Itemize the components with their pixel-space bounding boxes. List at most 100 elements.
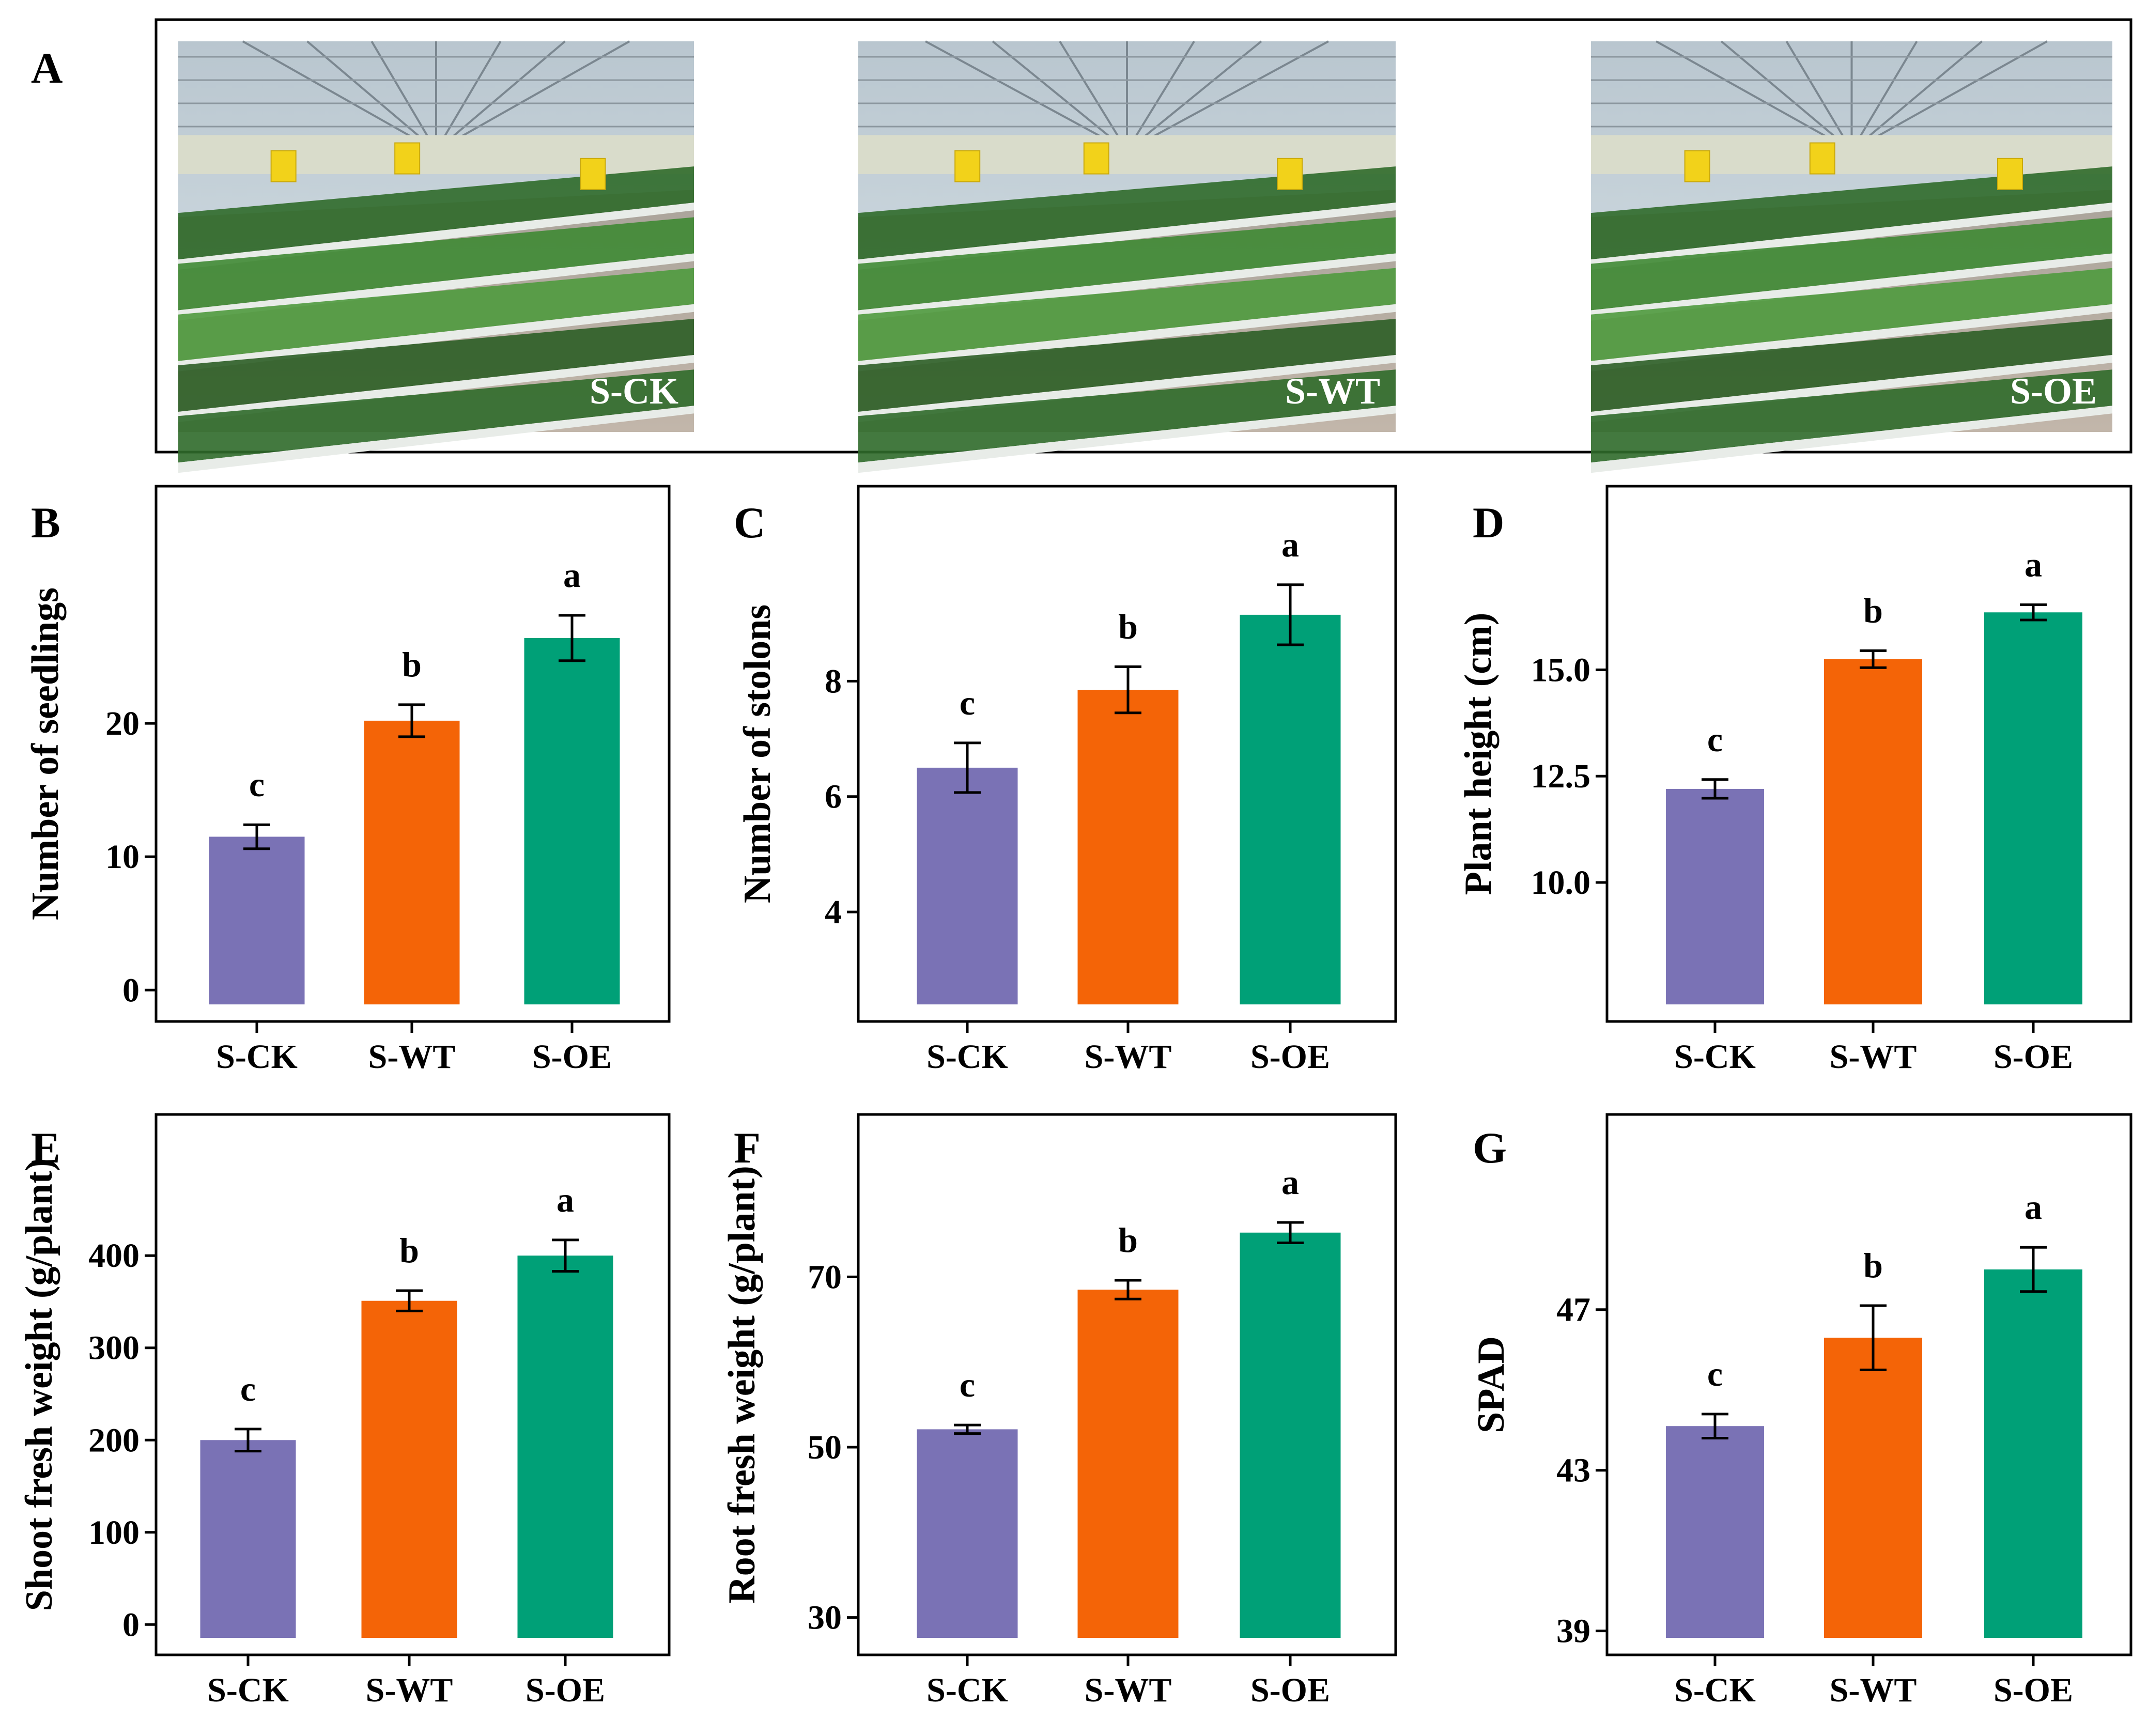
x-tick-label: S-CK (1674, 1671, 1756, 1709)
significance-letter: b (1863, 1246, 1883, 1285)
panel-letter: F (734, 1124, 761, 1172)
x-tick-label: S-OE (1994, 1038, 2073, 1076)
y-axis-title: Shoot fresh weight (g/plant) (18, 1158, 60, 1611)
bar (1666, 1426, 1764, 1638)
y-tick-label: 30 (808, 1599, 842, 1637)
significance-letter: b (399, 1231, 419, 1270)
y-tick-label: 4 (825, 893, 842, 931)
x-tick-label: S-CK (216, 1038, 298, 1076)
panel-letter: G (1473, 1124, 1507, 1172)
bar (917, 767, 1018, 1004)
x-tick-label: S-OE (526, 1671, 605, 1709)
chart-panel-b: B 0 10 20 Number of seedlings c S-CK b S-WT a S-OE (24, 485, 671, 1076)
significance-letter: c (249, 765, 265, 804)
bar (1824, 659, 1922, 1004)
y-tick-label: 300 (88, 1329, 140, 1367)
bar (1240, 1232, 1341, 1638)
x-tick-label: S-OE (1250, 1671, 1330, 1709)
photo-strip: S-CK S-WT S-OE (178, 40, 2112, 473)
significance-letter: a (1281, 525, 1299, 564)
chart-panel-d: D 10.0 12.5 15.0 Plant height (cm) c S-CK b S-WT… (1457, 485, 2132, 1076)
y-tick-label: 47 (1556, 1291, 1590, 1329)
y-tick-label: 43 (1556, 1452, 1590, 1490)
panel-a-letter: A (31, 44, 63, 92)
bar (1077, 690, 1179, 1004)
bar (517, 1256, 613, 1638)
y-axis-title: Root fresh weight (g/plant) (721, 1166, 763, 1604)
plot-frame (1605, 1113, 2132, 1656)
x-tick-label: S-CK (926, 1038, 1008, 1076)
x-tick-label: S-WT (1830, 1671, 1917, 1709)
y-tick-label: 6 (825, 778, 842, 816)
significance-letter: a (563, 555, 581, 595)
significance-letter: b (1118, 1220, 1138, 1260)
bar (1984, 1269, 2082, 1638)
bar (1240, 614, 1341, 1004)
chart-panel-f: F 30 50 70 Root fresh weight (g/plant) c S-CK b… (721, 1113, 1397, 1709)
greenhouse-photo: S-OE (1591, 40, 2112, 473)
bar (524, 638, 620, 1004)
plot-frame (154, 1113, 671, 1656)
bar (209, 836, 305, 1004)
y-tick-label: 10 (105, 838, 140, 876)
plot-frame (1605, 485, 2132, 1023)
x-tick-label: S-WT (368, 1038, 456, 1076)
significance-letter: c (240, 1369, 256, 1408)
significance-letter: b (1118, 607, 1138, 646)
panel-letter: C (734, 499, 765, 547)
panel-a-frame (154, 18, 2132, 454)
bar (1077, 1290, 1179, 1638)
y-tick-label: 100 (88, 1514, 140, 1552)
significance-letter: a (2025, 545, 2042, 584)
y-tick-label: 50 (808, 1429, 842, 1466)
y-tick-label: 400 (88, 1237, 140, 1275)
y-tick-label: 10.0 (1531, 864, 1591, 902)
x-tick-label: S-OE (532, 1038, 612, 1076)
bar (917, 1429, 1018, 1638)
significance-letter: a (557, 1180, 574, 1219)
y-axis-title: Number of seedlings (24, 587, 67, 920)
significance-letter: b (402, 645, 422, 684)
photo-label: S-CK (590, 370, 678, 412)
bar (1666, 788, 1764, 1004)
significance-letter: b (1863, 591, 1883, 630)
y-tick-label: 0 (122, 1606, 140, 1644)
bar (1984, 612, 2082, 1004)
y-axis-title: Plant height (cm) (1457, 613, 1500, 895)
y-tick-label: 39 (1556, 1613, 1590, 1650)
y-axis-title: SPAD (1470, 1336, 1512, 1433)
y-tick-label: 8 (825, 662, 842, 700)
significance-letter: a (1281, 1163, 1299, 1202)
bar (200, 1440, 296, 1638)
significance-letter: a (2025, 1187, 2042, 1227)
photo-label: S-OE (2010, 370, 2097, 412)
chart-panel-c: C 4 6 8 Number of stolons c S-CK b S-WT a S-OE (734, 485, 1397, 1076)
x-tick-label: S-CK (926, 1671, 1008, 1709)
significance-letter: c (1707, 1354, 1723, 1393)
x-tick-label: S-CK (207, 1671, 289, 1709)
chart-panel-g: G 39 43 47 SPAD c S-CK b S-WT a S-OE (1470, 1113, 2132, 1709)
x-tick-label: S-WT (1085, 1671, 1172, 1709)
bar (1824, 1338, 1922, 1638)
significance-letter: c (960, 683, 975, 722)
y-tick-label: 15.0 (1531, 651, 1591, 689)
x-tick-label: S-WT (1085, 1038, 1172, 1076)
chart-panels: B 0 10 20 Number of seedlings c S-CK b S-WT a S-OE… (18, 485, 2132, 1709)
y-tick-label: 0 (122, 971, 140, 1009)
x-tick-label: S-CK (1674, 1038, 1756, 1076)
x-tick-label: S-OE (1994, 1671, 2073, 1709)
greenhouse-photo: S-WT (858, 40, 1396, 473)
x-tick-label: S-WT (366, 1671, 453, 1709)
chart-panel-e: E 0 100 200 300 400 Shoot fresh weight (g/plan… (18, 1113, 671, 1709)
greenhouse-photo: S-CK (178, 40, 694, 473)
y-tick-label: 20 (105, 705, 140, 742)
bar (364, 720, 460, 1004)
photo-label: S-WT (1285, 370, 1380, 412)
significance-letter: c (960, 1365, 975, 1404)
y-tick-label: 12.5 (1531, 757, 1591, 795)
y-axis-title: Number of stolons (736, 605, 779, 903)
bar (361, 1300, 457, 1638)
panel-letter: B (31, 499, 60, 547)
significance-letter: c (1707, 720, 1723, 759)
